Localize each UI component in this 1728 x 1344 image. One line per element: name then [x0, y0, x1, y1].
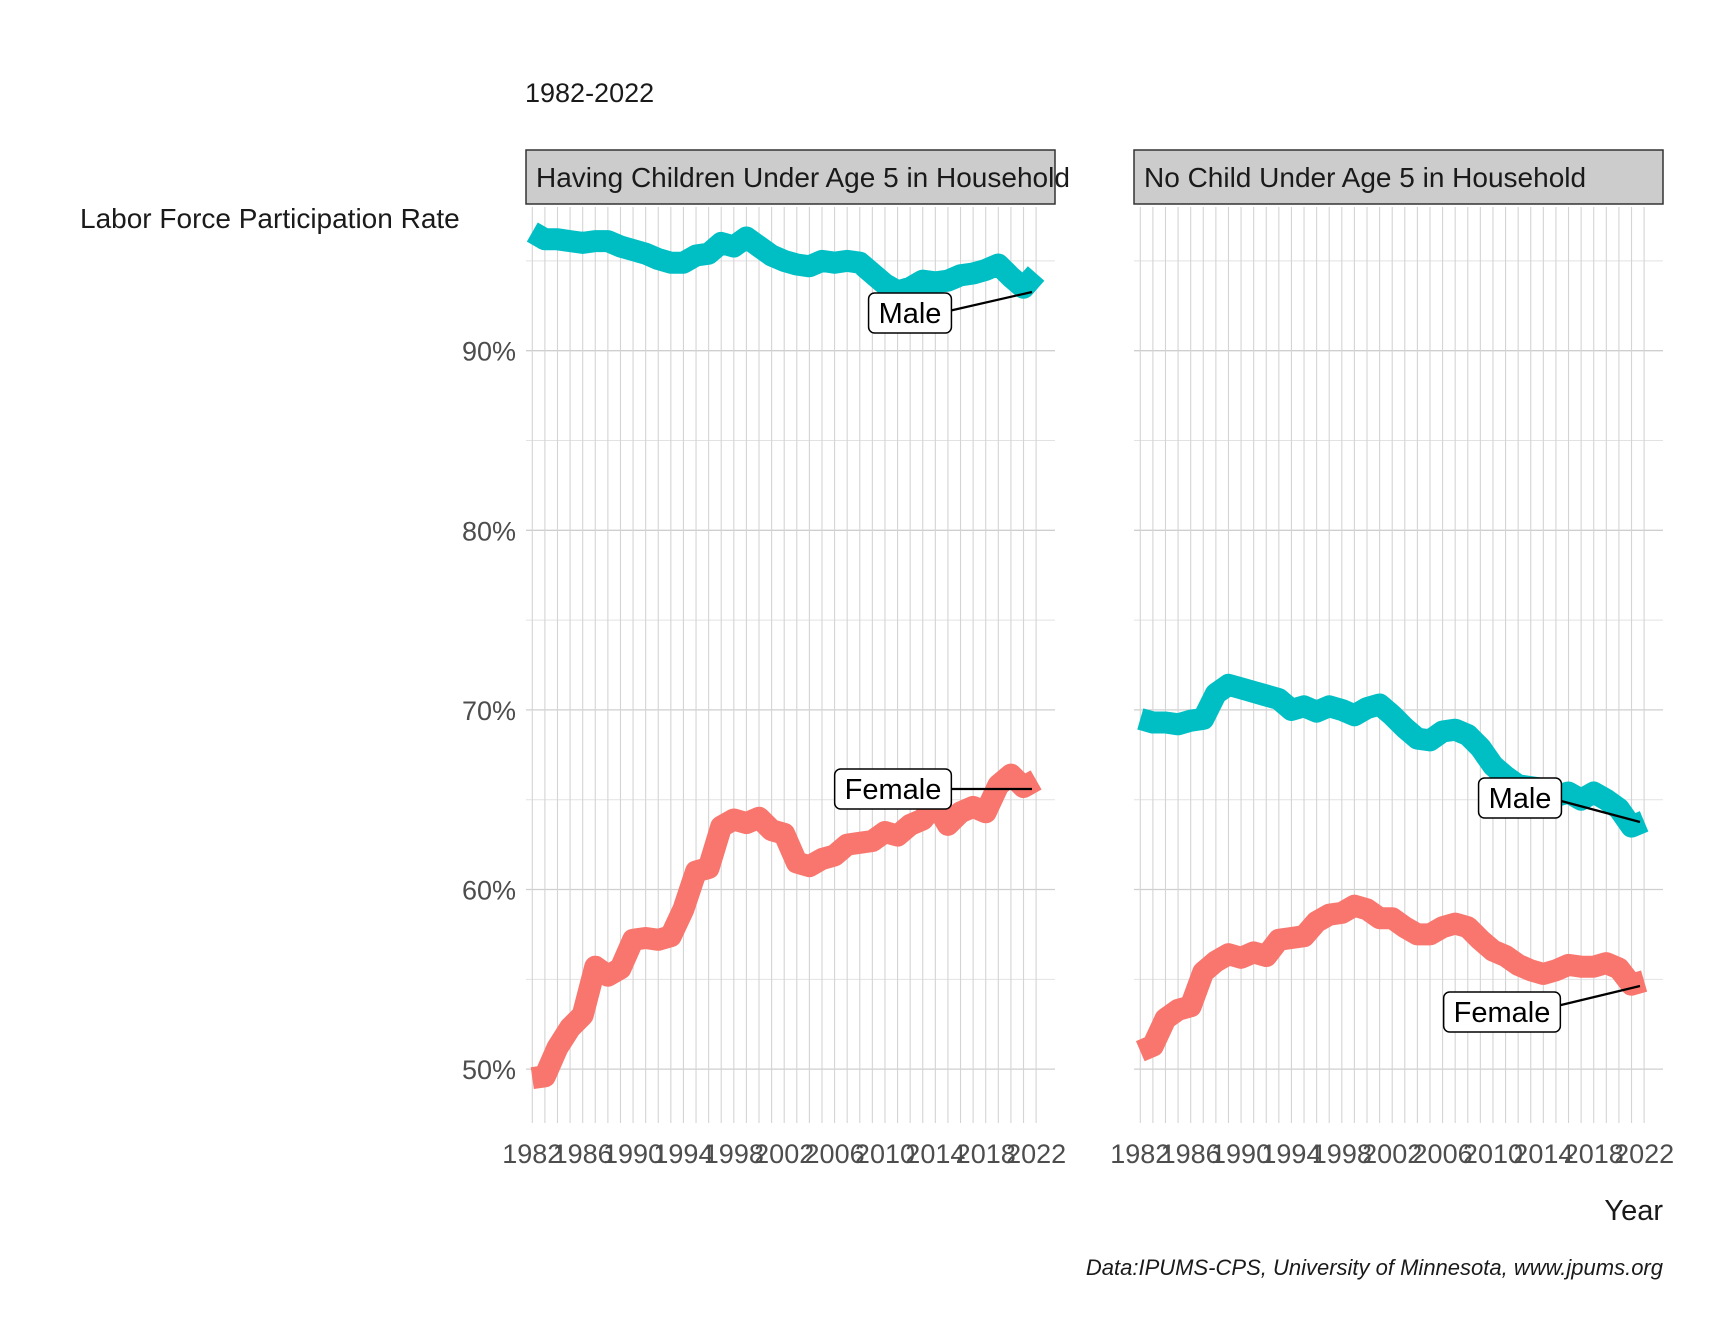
x-tick-label: 1986	[553, 1139, 613, 1169]
x-tick-label: 2022	[1614, 1139, 1674, 1169]
x-tick-label: 1998	[704, 1139, 764, 1169]
series-label-box	[1477, 777, 1563, 819]
series-label-text: Female	[1454, 997, 1551, 1029]
x-tick-label: 2006	[805, 1139, 865, 1169]
series-label-leader	[1549, 796, 1641, 824]
chart-caption: Data:IPUMS-CPS, University of Minnesota,…	[1086, 1255, 1664, 1280]
x-tick-label: 2002	[754, 1139, 814, 1169]
x-tick-label: 1986	[1161, 1139, 1221, 1169]
x-tick-label: 2002	[1362, 1139, 1422, 1169]
facet-strip	[525, 149, 1056, 205]
chart-panels: 50%60%70%80%90%Having Children Under Age…	[462, 149, 1674, 1169]
x-tick-label: 2010	[1463, 1139, 1523, 1169]
x-tick-label: 1990	[603, 1139, 663, 1169]
x-tick-label: 2018	[956, 1139, 1016, 1169]
facet-strip	[1133, 149, 1664, 205]
series-label-female: Female	[833, 768, 953, 810]
series-line-female	[530, 763, 1042, 1089]
x-tick-label: 1998	[1312, 1139, 1372, 1169]
x-tick-label: 2014	[905, 1139, 965, 1169]
y-tick-label: 50%	[462, 1055, 516, 1085]
x-tick-label: 2006	[1413, 1139, 1473, 1169]
series-label-leader	[939, 290, 1033, 315]
x-axis-title: Year	[1604, 1195, 1663, 1227]
facet-strip-title: Having Children Under Age 5 in Household	[536, 162, 1070, 193]
series-label-male: Male	[1477, 777, 1563, 819]
x-tick-label: 1982	[1110, 1139, 1170, 1169]
x-tick-label: 2010	[855, 1139, 915, 1169]
chart-subtitle: 1982-2022	[525, 78, 654, 108]
series-label-text: Male	[879, 298, 942, 330]
x-tick-label: 2022	[1006, 1139, 1066, 1169]
series-label-box	[1442, 991, 1562, 1033]
series-line-male	[526, 222, 1045, 303]
x-tick-label: 1990	[1211, 1139, 1271, 1169]
x-tick-label: 2014	[1513, 1139, 1573, 1169]
series-line-female	[1135, 894, 1648, 1062]
y-tick-label: 60%	[462, 876, 516, 906]
y-tick-label: 70%	[462, 696, 516, 726]
facet-strip-title: No Child Under Age 5 in Household	[1144, 162, 1586, 193]
series-label-text: Female	[845, 774, 942, 806]
x-tick-label: 1994	[653, 1139, 713, 1169]
y-tick-label: 80%	[462, 516, 516, 546]
y-axis-title: Labor Force Participation Rate	[80, 203, 460, 234]
x-tick-label: 1994	[1261, 1139, 1321, 1169]
series-label-box	[833, 768, 953, 810]
series-label-box	[867, 292, 953, 334]
y-tick-label: 90%	[462, 337, 516, 367]
series-label-female: Female	[1442, 991, 1562, 1033]
x-tick-label: 2018	[1564, 1139, 1624, 1169]
panel-2: No Child Under Age 5 in Household 1982198…	[1110, 149, 1674, 1169]
series-label-text: Male	[1489, 783, 1552, 815]
x-tick-label: 1982	[502, 1139, 562, 1169]
panel-1: Having Children Under Age 5 in Household…	[502, 149, 1070, 1169]
series-label-male: Male	[867, 292, 953, 334]
